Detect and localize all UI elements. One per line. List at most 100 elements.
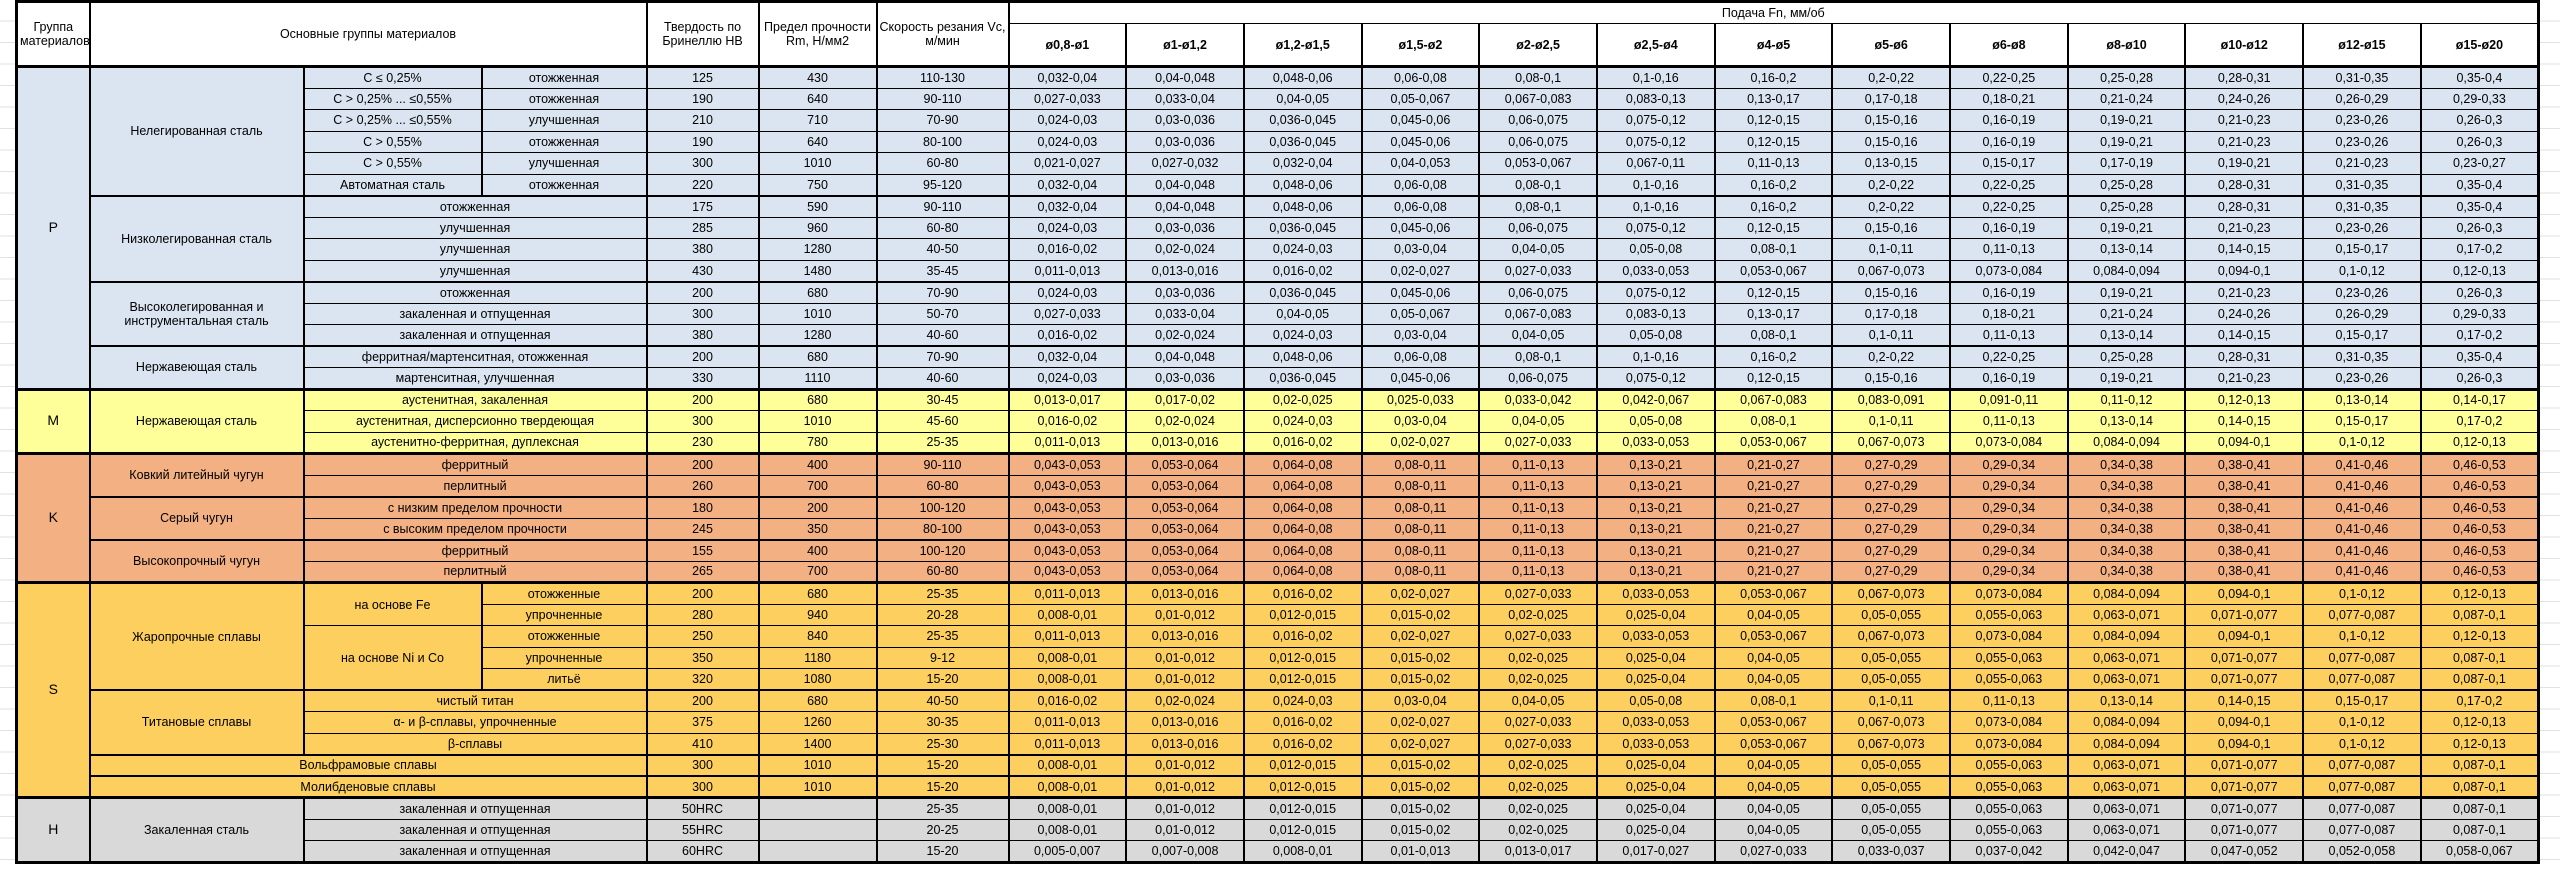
hardness-cell[interactable]: 175 [645,194,760,218]
feed-value-cell[interactable]: 0,08-0,1 [1478,65,1598,89]
tensile-strength-cell[interactable]: 1010 [757,410,878,433]
feed-value-cell[interactable]: 0,08-0,1 [1713,238,1834,261]
feed-value-cell[interactable]: 0,12-0,13 [2419,711,2540,734]
material-state-cell[interactable]: отожженные [480,625,648,648]
feed-value-cell[interactable]: 0,12-0,13 [2419,431,2540,454]
feed-value-cell[interactable]: 0,01-0,012 [1125,775,1245,798]
tensile-strength-cell[interactable]: 1400 [757,732,878,755]
material-subtype-cell[interactable]: ферритная/мартенситная, отожженная [302,345,648,368]
feed-value-cell[interactable]: 0,02-0,024 [1125,324,1245,347]
feed-value-cell[interactable]: 0,21-0,27 [1713,452,1834,476]
feed-value-cell[interactable]: 0,02-0,027 [1360,711,1481,734]
material-state-cell[interactable]: отожженная [480,65,648,89]
feed-value-cell[interactable]: 0,04-0,05 [1713,668,1834,691]
material-subtype-cell[interactable]: ферритный [302,538,648,562]
feed-value-cell[interactable]: 0,008-0,01 [1007,753,1128,777]
feed-value-cell[interactable]: 0,025-0,04 [1595,668,1716,691]
feed-value-cell[interactable]: 0,055-0,063 [1949,646,2069,669]
cutting-speed-cell[interactable]: 25-30 [875,732,1010,755]
hardness-cell[interactable]: 350 [645,646,760,669]
feed-value-cell[interactable]: 0,036-0,045 [1242,216,1363,239]
feed-value-cell[interactable]: 0,02-0,027 [1360,625,1481,648]
feed-value-cell[interactable]: 0,032-0,04 [1007,173,1128,196]
feed-value-cell[interactable]: 0,016-0,02 [1007,689,1128,712]
feed-value-cell[interactable]: 0,14-0,15 [2184,324,2305,347]
feed-value-cell[interactable]: 0,033-0,053 [1595,625,1716,648]
tensile-strength-cell[interactable]: 1280 [757,238,878,261]
material-state-cell[interactable]: отожженные [480,581,648,605]
feed-value-cell[interactable]: 0,31-0,35 [2302,173,2422,196]
feed-value-cell[interactable]: 0,025-0,04 [1595,753,1716,777]
feed-value-cell[interactable]: 0,024-0,03 [1007,367,1128,390]
feed-value-cell[interactable]: 0,055-0,063 [1949,818,2069,841]
feed-value-cell[interactable]: 0,071-0,077 [2184,603,2305,626]
feed-value-cell[interactable]: 0,012-0,015 [1242,796,1363,820]
feed-value-cell[interactable]: 0,38-0,41 [2184,452,2305,476]
feed-value-cell[interactable]: 0,067-0,083 [1478,87,1598,110]
feed-value-cell[interactable]: 0,12-0,13 [2184,387,2305,411]
feed-value-cell[interactable]: 0,015-0,02 [1360,603,1481,626]
cutting-speed-cell[interactable]: 25-35 [875,431,1010,454]
hardness-cell[interactable]: 300 [645,152,760,175]
hardness-cell[interactable]: 190 [645,130,760,153]
feed-value-cell[interactable]: 0,29-0,34 [1949,452,2069,476]
feed-value-cell[interactable]: 0,084-0,094 [2066,732,2187,755]
feed-value-cell[interactable]: 0,01-0,012 [1125,796,1245,820]
feed-value-cell[interactable]: 0,015-0,02 [1360,796,1481,820]
feed-value-cell[interactable]: 0,036-0,045 [1242,130,1363,153]
feed-value-cell[interactable]: 0,01-0,012 [1125,753,1245,777]
feed-value-cell[interactable]: 0,05-0,055 [1831,775,1952,798]
feed-value-cell[interactable]: 0,071-0,077 [2184,753,2305,777]
feed-value-cell[interactable]: 0,013-0,017 [1478,840,1598,863]
hardness-cell[interactable]: 380 [645,324,760,347]
feed-value-cell[interactable]: 0,012-0,015 [1242,646,1363,669]
feed-value-cell[interactable]: 0,053-0,067 [1713,581,1834,605]
feed-value-cell[interactable]: 0,016-0,02 [1007,410,1128,433]
feed-value-cell[interactable]: 0,27-0,29 [1831,517,1952,540]
feed-value-cell[interactable]: 0,04-0,05 [1478,689,1598,712]
feed-value-cell[interactable]: 0,35-0,4 [2419,173,2540,196]
feed-value-cell[interactable]: 0,016-0,02 [1242,711,1363,734]
feed-value-cell[interactable]: 0,1-0,16 [1595,173,1716,196]
feed-value-cell[interactable]: 0,077-0,087 [2302,646,2422,669]
feed-value-cell[interactable]: 0,027-0,033 [1478,431,1598,454]
hardness-cell[interactable]: 285 [645,216,760,239]
feed-value-cell[interactable]: 0,064-0,08 [1242,452,1363,476]
feed-value-cell[interactable]: 0,19-0,21 [2066,280,2187,304]
feed-value-cell[interactable]: 0,34-0,38 [2066,474,2187,497]
feed-value-cell[interactable]: 0,013-0,016 [1125,711,1245,734]
header-main-material-groups[interactable]: Основные группы материалов [88,1,648,68]
feed-value-cell[interactable]: 0,08-0,1 [1713,324,1834,347]
feed-value-cell[interactable]: 0,042-0,067 [1595,387,1716,411]
feed-value-cell[interactable]: 0,015-0,02 [1360,646,1481,669]
feed-value-cell[interactable]: 0,073-0,084 [1949,732,2069,755]
cutting-speed-cell[interactable]: 35-45 [875,259,1010,282]
feed-value-cell[interactable]: 0,03-0,036 [1125,367,1245,390]
feed-value-cell[interactable]: 0,053-0,067 [1713,259,1834,282]
feed-value-cell[interactable]: 0,055-0,063 [1949,796,2069,820]
cutting-speed-cell[interactable]: 15-20 [875,668,1010,691]
feed-value-cell[interactable]: 0,025-0,04 [1595,603,1716,626]
feed-value-cell[interactable]: 0,027-0,033 [1478,259,1598,282]
feed-value-cell[interactable]: 0,016-0,02 [1242,431,1363,454]
feed-value-cell[interactable]: 0,016-0,02 [1242,581,1363,605]
cutting-speed-cell[interactable]: 25-35 [875,581,1010,605]
material-subtype-cell[interactable]: с низким пределом прочности [302,495,648,519]
feed-value-cell[interactable]: 0,012-0,015 [1242,775,1363,798]
feed-value-cell[interactable]: 0,12-0,13 [2419,581,2540,605]
hardness-cell[interactable]: 265 [645,560,760,583]
material-state-cell[interactable]: литьё [480,668,648,691]
feed-value-cell[interactable]: 0,19-0,21 [2066,367,2187,390]
group-code-cell[interactable]: P [15,65,91,390]
feed-value-cell[interactable]: 0,063-0,071 [2066,818,2187,841]
feed-value-cell[interactable]: 0,067-0,073 [1831,732,1952,755]
feed-value-cell[interactable]: 0,05-0,055 [1831,646,1952,669]
feed-value-cell[interactable]: 0,29-0,34 [1949,538,2069,562]
material-subtype-cell[interactable]: β-сплавы [302,732,648,755]
feed-value-cell[interactable]: 0,2-0,22 [1831,173,1952,196]
feed-value-cell[interactable]: 0,21-0,23 [2184,367,2305,390]
feed-value-cell[interactable]: 0,05-0,055 [1831,753,1952,777]
feed-value-cell[interactable]: 0,06-0,08 [1360,173,1481,196]
feed-value-cell[interactable]: 0,094-0,1 [2184,732,2305,755]
feed-diameter-header[interactable]: ø0,8-ø1 [1007,23,1128,68]
